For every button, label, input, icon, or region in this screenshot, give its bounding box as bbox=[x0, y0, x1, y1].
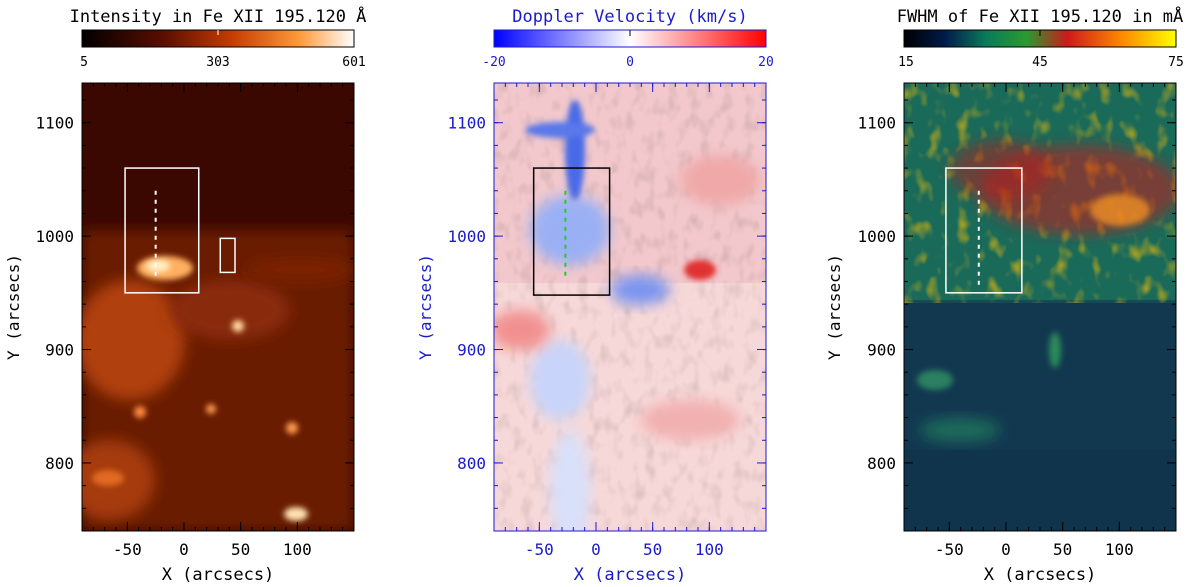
intensity-x-tick-label: 100 bbox=[283, 540, 312, 559]
doppler-region-box bbox=[532, 167, 611, 296]
doppler-xlabel: X (arcsecs) bbox=[574, 565, 687, 585]
doppler-colorbar-mid: 0 bbox=[626, 55, 634, 70]
doppler-y-tick-label: 1100 bbox=[447, 114, 486, 133]
fwhm-x-tick-label: 100 bbox=[1105, 540, 1134, 559]
fwhm-colorbar-max: 75 bbox=[1168, 55, 1184, 70]
doppler-colorbar-max: 20 bbox=[758, 55, 774, 70]
intensity-colorbar-mid: 303 bbox=[206, 55, 229, 70]
fwhm-xlabel: X (arcsecs) bbox=[984, 565, 1097, 585]
intensity-y-tick-label: 1000 bbox=[35, 227, 74, 246]
doppler-x-tick-label: 100 bbox=[695, 540, 724, 559]
doppler-y-tick-label: 900 bbox=[457, 341, 486, 360]
doppler-map bbox=[494, 83, 766, 531]
intensity-x-tick-label: -50 bbox=[113, 540, 142, 559]
doppler-ylabel: Y (arcsecs) bbox=[416, 254, 435, 360]
doppler-x-tick-label: -50 bbox=[525, 540, 554, 559]
intensity-y-tick-label: 900 bbox=[45, 341, 74, 360]
fwhm-colorbar-mid: 45 bbox=[1032, 55, 1048, 70]
intensity-y-tick-label: 800 bbox=[45, 454, 74, 473]
fwhm-x-tick-label: -50 bbox=[935, 540, 964, 559]
fwhm-ylabel: Y (arcsecs) bbox=[825, 254, 844, 360]
doppler-colorbar-min: -20 bbox=[482, 55, 505, 70]
doppler-y-tick-label: 1000 bbox=[447, 227, 486, 246]
fwhm-panel: FWHM of Fe XII 195.120 in mÅ 15 45 75 -5… bbox=[825, 5, 1184, 585]
intensity-x-tick-label: 0 bbox=[179, 540, 189, 559]
doppler-title: Doppler Velocity (km/s) bbox=[512, 7, 747, 27]
doppler-x-tick-label: 0 bbox=[591, 540, 601, 559]
fwhm-y-tick-label: 1100 bbox=[857, 114, 896, 133]
intensity-y-tick-label: 1100 bbox=[35, 114, 74, 133]
fwhm-region-box bbox=[945, 167, 1023, 294]
intensity-ylabel: Y (arcsecs) bbox=[4, 254, 23, 360]
intensity-colorbar-min: 5 bbox=[80, 55, 88, 70]
fwhm-y-tick-label: 900 bbox=[867, 341, 896, 360]
intensity-panel: Intensity in Fe XII 195.120 Å 5 303 601 … bbox=[4, 5, 366, 585]
fwhm-title: FWHM of Fe XII 195.120 in mÅ bbox=[897, 5, 1184, 27]
doppler-y-tick-label: 800 bbox=[457, 454, 486, 473]
fwhm-x-tick-label: 50 bbox=[1053, 540, 1072, 559]
fwhm-y-tick-label: 1000 bbox=[857, 227, 896, 246]
intensity-colorbar-max: 601 bbox=[342, 55, 365, 70]
intensity-region-box bbox=[219, 237, 236, 274]
intensity-title: Intensity in Fe XII 195.120 Å bbox=[70, 5, 367, 27]
fwhm-map bbox=[904, 83, 1176, 531]
fwhm-y-tick-label: 800 bbox=[867, 454, 896, 473]
intensity-x-tick-label: 50 bbox=[231, 540, 250, 559]
intensity-region-box bbox=[124, 167, 200, 294]
intensity-xlabel: X (arcsecs) bbox=[162, 565, 275, 585]
fwhm-x-tick-label: 0 bbox=[1001, 540, 1011, 559]
doppler-panel: Doppler Velocity (km/s) -20 0 20 -50 0 50 1… bbox=[416, 7, 774, 585]
intensity-map bbox=[82, 83, 354, 531]
fwhm-colorbar-min: 15 bbox=[898, 55, 914, 70]
doppler-x-tick-label: 50 bbox=[643, 540, 662, 559]
